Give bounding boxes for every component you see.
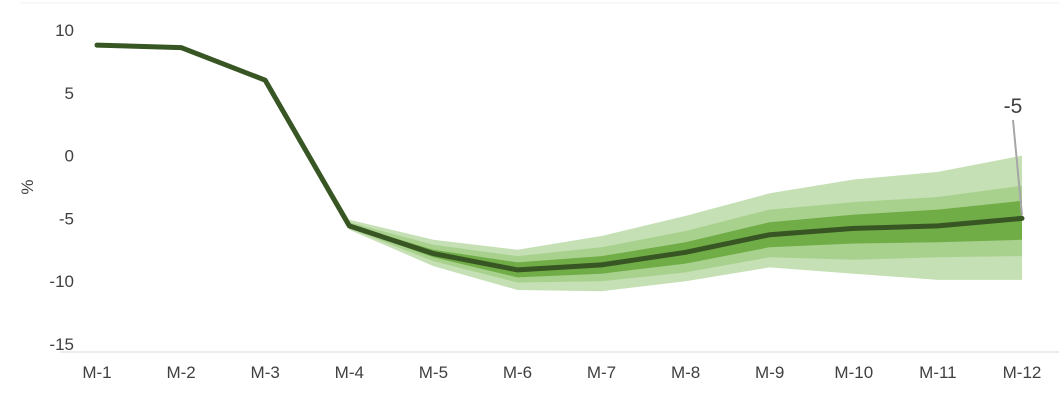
x-tick-label: M-9 bbox=[755, 363, 784, 382]
central-projection-line-group bbox=[94, 42, 1025, 273]
x-tick-label: M-12 bbox=[1003, 363, 1042, 382]
x-tick-label: M-8 bbox=[671, 363, 700, 382]
x-tick-label: M-1 bbox=[82, 363, 111, 382]
uncertainty-bands bbox=[97, 45, 1022, 292]
annotation-label: -5 bbox=[1004, 95, 1023, 118]
x-axis-tick-labels: M-1 M-2 M-3 M-4 M-5 M-6 M-7 M-8 M-9 M-10 M-11 M-12 bbox=[82, 363, 1041, 382]
x-tick-label: M-11 bbox=[919, 363, 956, 382]
y-axis-title: % bbox=[18, 179, 37, 194]
central-projection-line bbox=[94, 42, 1025, 273]
x-tick-label: M-6 bbox=[503, 363, 532, 382]
y-tick-label: -15 bbox=[49, 335, 74, 354]
x-tick-label: M-10 bbox=[834, 363, 873, 382]
y-axis-tick-labels: 10 5 0 -5 -10 -15 bbox=[49, 21, 74, 354]
y-tick-label: 5 bbox=[65, 84, 74, 103]
y-tick-label: -5 bbox=[59, 209, 74, 228]
y-tick-label: -10 bbox=[49, 272, 74, 291]
x-tick-label: M-3 bbox=[251, 363, 280, 382]
x-tick-label: M-5 bbox=[419, 363, 448, 382]
annotation-leader-line bbox=[1012, 119, 1023, 216]
y-tick-label: 10 bbox=[55, 21, 74, 40]
annotation-group: -5 bbox=[1004, 95, 1023, 216]
y-tick-label: 0 bbox=[65, 147, 74, 166]
x-tick-label: M-2 bbox=[166, 363, 195, 382]
band-inner bbox=[97, 45, 1022, 278]
x-tick-label: M-4 bbox=[335, 363, 364, 382]
x-tick-label: M-7 bbox=[587, 363, 616, 382]
